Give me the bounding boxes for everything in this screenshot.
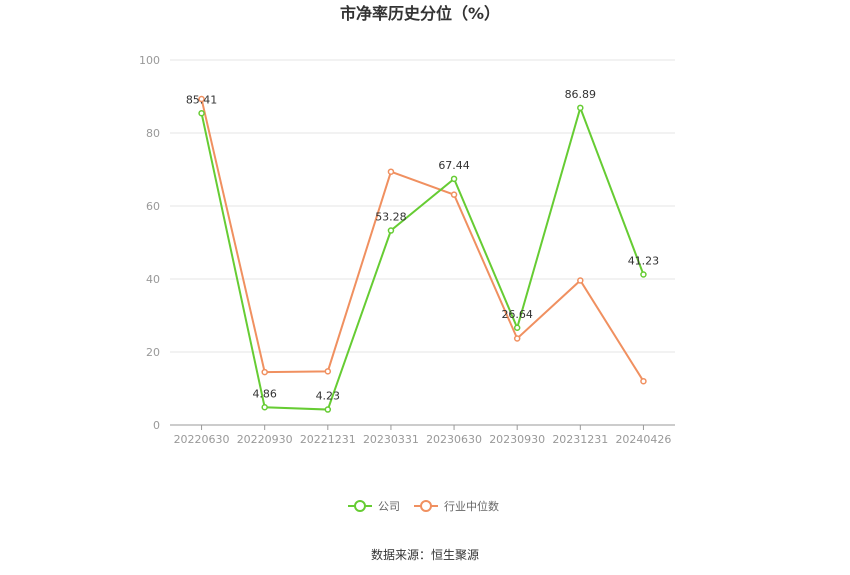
source-note: 数据来源：恒生聚源 — [371, 547, 479, 562]
data-point[interactable] — [324, 406, 332, 413]
x-tick-label: 20230331 — [363, 433, 419, 446]
y-tick-label: 20 — [146, 346, 160, 359]
legend-marker-icon — [354, 500, 366, 512]
data-point[interactable] — [513, 324, 521, 332]
data-label: 86.89 — [565, 88, 597, 101]
data-point[interactable] — [261, 368, 268, 376]
data-point[interactable] — [261, 404, 268, 411]
data-label: 4.86 — [252, 387, 277, 400]
y-tick-label: 60 — [146, 200, 160, 213]
data-point[interactable] — [387, 168, 395, 175]
data-point[interactable] — [640, 271, 647, 278]
x-tick-label: 20230930 — [489, 433, 545, 446]
y-tick-label: 0 — [153, 419, 160, 432]
data-point[interactable] — [198, 95, 205, 103]
chart-title: 市净率历史分位（%） — [340, 4, 500, 23]
y-tick-label: 100 — [139, 54, 160, 67]
data-point[interactable] — [513, 335, 521, 342]
legend-label[interactable]: 行业中位数 — [444, 499, 499, 513]
grid-lines — [170, 59, 675, 353]
x-axis: 20220630 20220930 20221231 20230331 20230630… — [170, 424, 675, 446]
data-point[interactable] — [324, 368, 332, 375]
x-tick-label: 20230630 — [426, 433, 482, 446]
x-tick-label: 20220930 — [237, 433, 293, 446]
data-point[interactable] — [577, 104, 584, 112]
series-line-1 — [200, 98, 645, 382]
legend-label[interactable]: 公司 — [378, 500, 400, 513]
y-tick-label: 40 — [146, 273, 160, 286]
legend-marker-icon — [420, 500, 432, 512]
data-point[interactable] — [450, 175, 458, 183]
series-line-0 — [200, 104, 645, 411]
data-label: 67.44 — [438, 159, 470, 172]
data-label: 53.28 — [375, 211, 407, 224]
data-point[interactable] — [198, 110, 205, 117]
x-tick-label: 20221231 — [300, 433, 356, 446]
series-layer — [198, 95, 647, 413]
data-point[interactable] — [640, 377, 647, 385]
data-point[interactable] — [450, 191, 458, 198]
data-point[interactable] — [387, 227, 395, 234]
x-tick-label: 20240426 — [615, 433, 671, 446]
data-label: 4.23 — [316, 390, 341, 403]
y-axis: 0 20 40 60 80 100 — [139, 54, 160, 432]
legend[interactable]: 公司 行业中位数 — [348, 499, 499, 513]
data-label: 85.41 — [186, 93, 218, 106]
data-point[interactable] — [577, 277, 584, 284]
data-label: 26.64 — [501, 308, 533, 321]
y-tick-label: 80 — [146, 127, 160, 140]
data-labels: 85.41 4.86 4.23 53.28 67.44 26.64 86.89 41.23 — [186, 88, 659, 403]
data-label: 41.23 — [628, 255, 660, 268]
x-tick-label: 20231231 — [552, 433, 608, 446]
x-tick-label: 20220630 — [174, 433, 230, 446]
